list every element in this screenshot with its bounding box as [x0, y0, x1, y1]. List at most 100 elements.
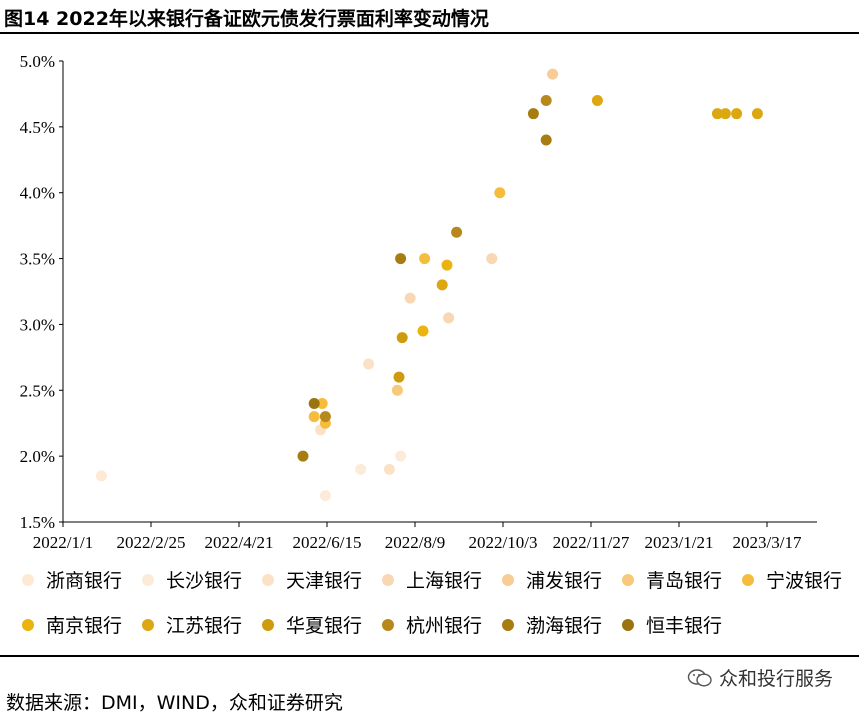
- legend-label: 华夏银行: [286, 615, 363, 637]
- legend-label: 长沙银行: [166, 570, 243, 592]
- legend-marker: [502, 618, 514, 631]
- data-point: [527, 108, 539, 120]
- wechat-icon: [687, 668, 712, 687]
- data-point: [396, 332, 408, 344]
- legend-marker: [142, 618, 154, 631]
- data-point: [308, 411, 320, 423]
- data-point: [711, 108, 723, 120]
- y-tick-label: 3.0%: [20, 315, 55, 334]
- legend-item: 浦发银行: [502, 566, 602, 593]
- data-point: [540, 95, 552, 107]
- legend-label: 渤海银行: [526, 615, 603, 637]
- legend-item: 华夏银行: [262, 611, 362, 638]
- x-tick-label: 2023/1/21: [645, 533, 714, 552]
- legend-label: 江苏银行: [166, 615, 243, 637]
- data-point: [591, 95, 603, 107]
- data-point: [395, 253, 407, 265]
- data-point: [419, 253, 431, 265]
- y-tick-label: 4.5%: [20, 118, 55, 137]
- legend-marker: [382, 618, 394, 631]
- legend-marker: [502, 573, 514, 586]
- legend-marker: [622, 618, 634, 631]
- data-point: [436, 279, 448, 291]
- x-tick-label: 2022/4/21: [205, 533, 274, 552]
- x-tick-label: 2022/8/9: [385, 533, 445, 552]
- data-point: [395, 450, 407, 462]
- data-point: [751, 108, 763, 120]
- legend-label: 天津银行: [286, 570, 363, 592]
- source-note: 数据来源：DMI，WIND，众和证券研究: [6, 692, 343, 714]
- x-axis-ticks: 2022/1/1 2022/2/25 2022/4/21 2022/6/15 2022/…: [33, 522, 802, 552]
- legend-item: 浙商银行: [22, 566, 122, 593]
- legend-label: 南京银行: [46, 615, 123, 637]
- legend-marker: [262, 573, 274, 586]
- scatter-chart: 1.5% 2.0% 2.5% 3.0% 3.5% 4.0% 4.5% 5.0% 2022/1/…: [20, 52, 817, 552]
- legend-marker: [382, 573, 394, 586]
- y-tick-label: 2.0%: [20, 447, 55, 466]
- data-point: [316, 397, 328, 409]
- legend-label: 浦发银行: [526, 570, 603, 592]
- legend-item: 渤海银行: [502, 611, 602, 638]
- legend-marker: [262, 618, 274, 631]
- data-point: [451, 226, 463, 238]
- x-tick-label: 2022/6/15: [293, 533, 362, 552]
- data-point: [417, 325, 429, 337]
- legend-item: 南京银行: [22, 611, 122, 638]
- legend-label: 浙商银行: [46, 570, 123, 592]
- chart-title: 图14 2022年以来银行备证欧元债发行票面利率变动情况: [4, 8, 489, 30]
- chart-axes: [62, 61, 817, 523]
- legend-marker: [622, 573, 634, 586]
- y-tick-label: 2.5%: [20, 381, 55, 400]
- footer-divider: [0, 655, 859, 657]
- data-point: [355, 463, 367, 475]
- legend-item: 长沙银行: [142, 566, 242, 593]
- x-tick-label: 2022/2/25: [117, 533, 186, 552]
- data-point: [404, 292, 416, 304]
- data-point: [441, 259, 453, 271]
- legend-label: 宁波银行: [766, 570, 843, 592]
- data-point: [494, 187, 506, 199]
- x-tick-label: 2023/3/17: [733, 533, 802, 552]
- y-tick-label: 1.5%: [20, 513, 55, 532]
- legend-item: 上海银行: [382, 566, 482, 593]
- y-axis-ticks: 1.5% 2.0% 2.5% 3.0% 3.5% 4.0% 4.5% 5.0%: [20, 52, 63, 532]
- data-point: [547, 68, 559, 80]
- data-point: [297, 450, 309, 462]
- x-tick-label: 2022/10/3: [469, 533, 538, 552]
- y-tick-label: 5.0%: [20, 52, 55, 71]
- data-point: [308, 397, 320, 409]
- data-point: [319, 411, 331, 423]
- y-tick-label: 3.5%: [20, 250, 55, 269]
- legend-label: 恒丰银行: [646, 615, 723, 637]
- legend-marker: [22, 618, 34, 631]
- data-point: [95, 470, 107, 482]
- data-point: [393, 371, 405, 383]
- legend-label: 青岛银行: [646, 570, 723, 592]
- legend-marker: [22, 573, 34, 586]
- data-point: [731, 108, 743, 120]
- data-point: [363, 358, 375, 370]
- watermark-text: 众和投行服务: [718, 668, 833, 690]
- legend-item: 杭州银行: [382, 611, 482, 638]
- data-point: [443, 312, 455, 324]
- legend-marker: [142, 573, 154, 586]
- data-point: [486, 253, 498, 265]
- legend-item: 江苏银行: [142, 611, 242, 638]
- x-tick-label: 2022/11/27: [553, 533, 630, 552]
- legend-label: 上海银行: [406, 570, 483, 592]
- data-point: [719, 108, 731, 120]
- legend-item: 宁波银行: [742, 566, 842, 593]
- legend-marker: [742, 573, 754, 586]
- x-tick-label: 2022/1/1: [33, 533, 93, 552]
- legend-label: 杭州银行: [406, 615, 483, 637]
- watermark: 众和投行服务: [687, 664, 833, 691]
- legend-item: 天津银行: [262, 566, 362, 593]
- data-point: [383, 463, 395, 475]
- data-points: [95, 68, 763, 502]
- title-divider: [0, 32, 859, 34]
- legend-item: 恒丰银行: [622, 611, 722, 638]
- data-point: [319, 490, 331, 502]
- data-point: [540, 134, 552, 146]
- legend-item: 青岛银行: [622, 566, 722, 593]
- data-point: [391, 384, 403, 396]
